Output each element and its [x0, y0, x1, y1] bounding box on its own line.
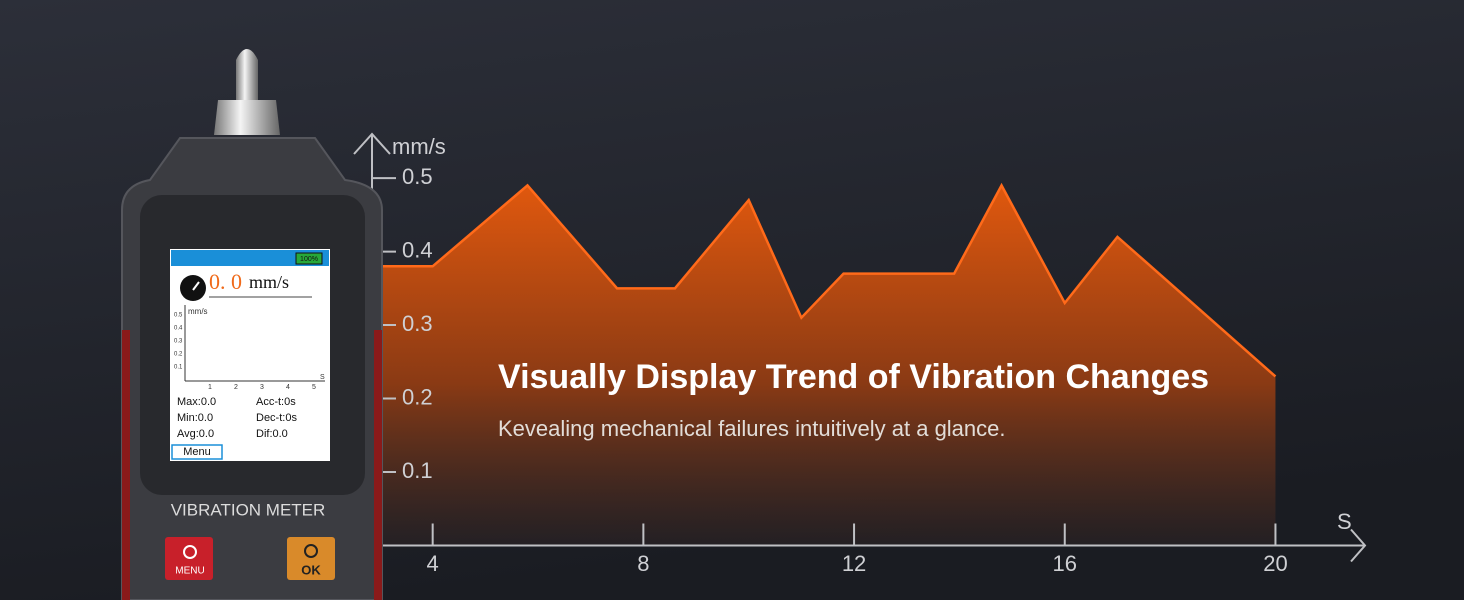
mini-y-tick: 0.3: [174, 339, 183, 345]
stat: Max:0.0: [177, 396, 216, 408]
stat: Acc-t:0s: [256, 396, 296, 408]
refresh-icon: [304, 544, 318, 558]
y-tick-label: 0.2: [402, 384, 433, 409]
mini-x-label: S: [320, 374, 325, 381]
y-tick-label: 0.4: [402, 237, 433, 262]
grip: [374, 330, 382, 600]
subheadline: Kevealing mechanical failures intuitivel…: [498, 416, 1006, 441]
probe-nut: [214, 100, 280, 135]
y-tick-label: 0.3: [402, 311, 433, 336]
plot: mm/s S 0.1 0.2 0.3 0.4 0.5 4 8 12 16 20: [353, 132, 1367, 576]
stat: Avg:0.0: [177, 428, 214, 440]
reading-unit: mm/s: [249, 272, 289, 292]
stats: Max:0.0 Acc-t:0s Min:0.0 Dec-t:0s Avg:0.0 Dif…: [177, 396, 297, 440]
headline: Visually Display Trend of Vibration Chan…: [498, 358, 1209, 396]
battery-label: 100%: [300, 256, 318, 263]
gauge-needle: [192, 281, 200, 291]
stat: Dec-t:0s: [256, 412, 297, 424]
gauge-icon: [180, 275, 206, 301]
mini-x-tick: 4: [286, 384, 290, 391]
mini-x-tick: 2: [234, 384, 238, 391]
x-tick-label: 4: [427, 551, 439, 576]
x-tick-label: 20: [1263, 551, 1287, 576]
x-tick-label: 16: [1053, 551, 1077, 576]
x-tick-label: 12: [842, 551, 866, 576]
ok-button-label: OK: [301, 562, 321, 577]
y-axis-label: mm/s: [392, 134, 446, 159]
mini-y-tick: 0.2: [174, 352, 183, 358]
x-axis-label: S: [1337, 509, 1352, 534]
y-tick-label: 0.1: [402, 458, 433, 483]
y-tick-label: 0.5: [402, 164, 433, 189]
y-arrow: [353, 132, 391, 155]
menu-button-label: MENU: [175, 566, 204, 577]
mini-y-tick: 0.1: [174, 365, 183, 371]
mini-ticks: 0.5 0.4 0.3 0.2 0.1 1 2 3 4 5: [174, 313, 316, 391]
menu-soft-button[interactable]: [171, 444, 223, 460]
stat: Min:0.0: [177, 412, 213, 424]
grip: [122, 330, 130, 600]
reading: 0. 0: [209, 269, 242, 294]
mini-x-tick: 5: [312, 384, 316, 391]
device: 100% 0. 0 mm/s mm/s S 0.5 0.4 0.3 0.2 0.1 1 2 3…: [121, 49, 383, 600]
area: [380, 185, 1276, 546]
status-bar: [171, 250, 329, 266]
stat: Dif:0.0: [256, 428, 288, 440]
device-name: VIBRATION METER: [171, 500, 326, 519]
mini-y-tick: 0.5: [174, 313, 183, 319]
line: [380, 182, 1277, 378]
battery: [295, 252, 323, 265]
mini-unit: mm/s: [188, 307, 208, 316]
x-tick-label: 8: [637, 551, 649, 576]
mini-x-tick: 1: [208, 384, 212, 391]
power-icon: [183, 545, 197, 559]
menu-soft-label: Menu: [183, 446, 211, 458]
mini-y-tick: 0.4: [174, 326, 183, 332]
ok-button[interactable]: [287, 537, 335, 580]
mini-x-tick: 3: [260, 384, 264, 391]
x-arrow: [1350, 528, 1367, 563]
